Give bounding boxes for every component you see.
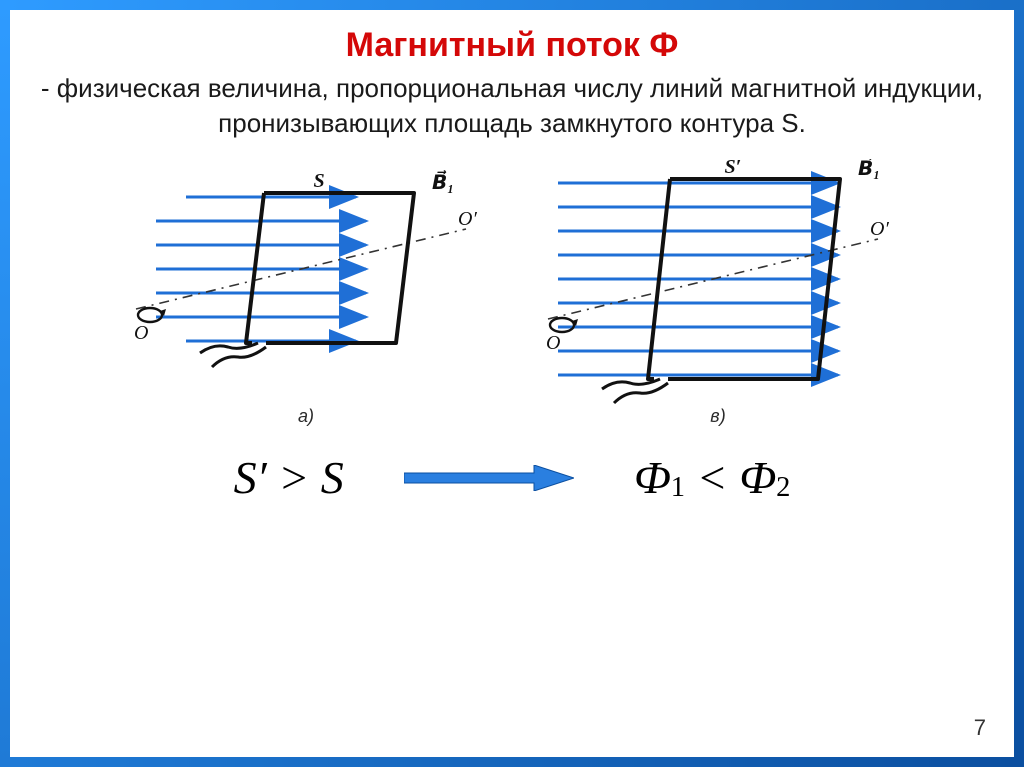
svg-text:B⃗₁: B⃗₁	[432, 170, 454, 195]
svg-text:B⃗₁: B⃗₁	[858, 159, 880, 180]
area-relation: S′ > S	[234, 451, 344, 504]
svg-text:O′: O′	[870, 218, 889, 240]
svg-text:O: O	[134, 322, 148, 344]
figure-a: S B⃗₁ O O′ а)	[126, 159, 486, 429]
figure-b-svg: S′ B⃗₁ O O′	[538, 159, 898, 429]
implication-arrow	[404, 465, 574, 491]
page-title: Магнитный поток Ф	[30, 26, 994, 65]
figures-row: S B⃗₁ O O′ а) S′ B⃗₁ O O′ в)	[30, 159, 994, 429]
page-number: 7	[974, 715, 986, 741]
big-arrow-shape	[404, 465, 574, 491]
svg-text:O′: O′	[458, 208, 477, 230]
figure-a-caption: а)	[298, 406, 314, 427]
figure-a-svg: S B⃗₁ O O′	[126, 159, 486, 429]
figure-b-caption: в)	[710, 406, 725, 427]
svg-text:O: O	[546, 332, 560, 354]
definition-text: - физическая величина, пропорциональная …	[36, 71, 988, 141]
slide-frame: Магнитный поток Ф - физическая величина,…	[0, 0, 1024, 767]
relations-row: S′ > S Ф1 < Ф2	[30, 451, 994, 504]
svg-text:S: S	[314, 170, 325, 192]
svg-text:S′: S′	[725, 159, 742, 178]
figure-b: S′ B⃗₁ O O′ в)	[538, 159, 898, 429]
flux-relation: Ф1 < Ф2	[634, 451, 791, 504]
